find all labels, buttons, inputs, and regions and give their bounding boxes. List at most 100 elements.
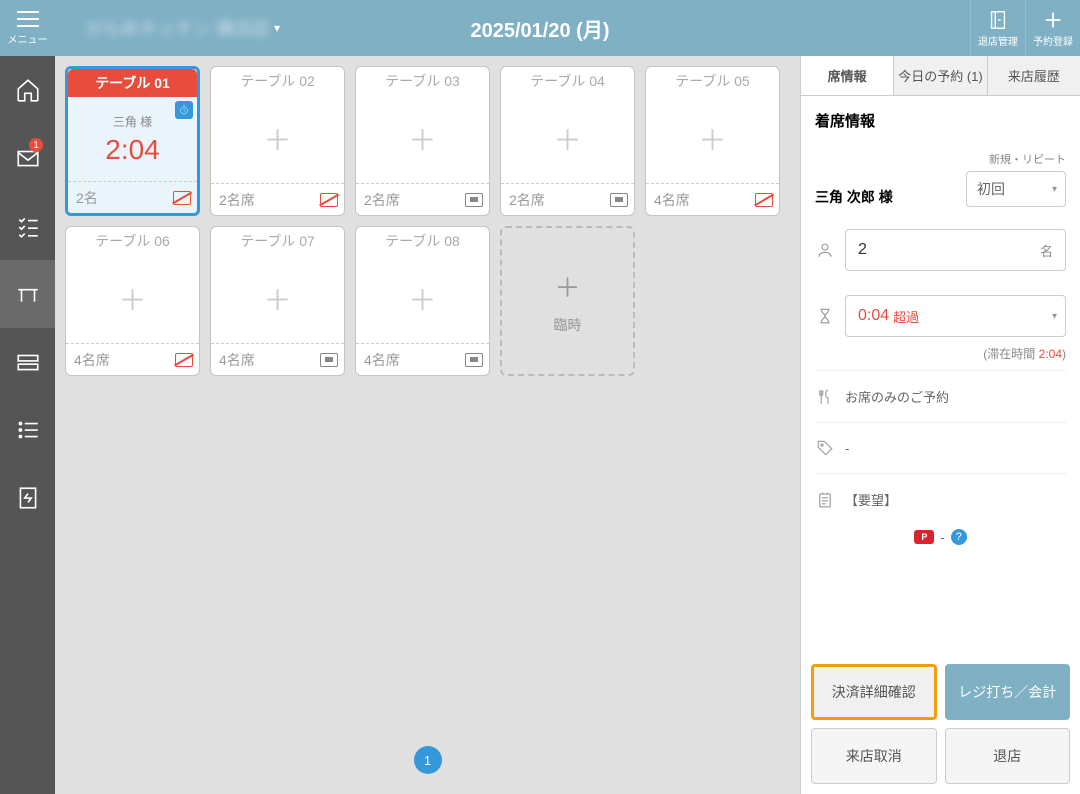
table-card[interactable]: テーブル 07＋4名席 — [210, 226, 345, 376]
table-card[interactable]: テーブル 08 ＋ 4名席 — [355, 226, 490, 376]
table-card[interactable]: テーブル 06＋4名席 — [65, 226, 200, 376]
right-panel: 席情報 今日の予約 (1) 来店履歴 着席情報 新規・リピート 三角 次郎 様 … — [800, 56, 1080, 794]
list-icon — [15, 417, 41, 443]
main-area: 1 テーブル 01三角 様2:042名テーブル 02＋2名席テーブル 03＋2名… — [0, 56, 1080, 794]
over-label: 超過 — [893, 307, 919, 326]
timer-icon — [175, 101, 193, 119]
table-body: ＋ — [356, 255, 489, 343]
home-icon — [15, 77, 41, 103]
request-row: 【要望】 — [815, 478, 1066, 521]
stay-time-text: (滞在時間 2:04) — [815, 345, 1066, 362]
points-row: P - ? — [815, 521, 1066, 553]
party-size-input[interactable]: 2 名 — [845, 229, 1066, 271]
cancel-visit-button[interactable]: 来店取消 — [811, 728, 937, 784]
add-reservation-button[interactable]: 予約登録 — [1025, 0, 1080, 56]
table-footer: 2名 — [68, 181, 197, 213]
exit-management-button[interactable]: 退店管理 — [970, 0, 1025, 56]
plus-icon: ＋ — [263, 119, 291, 159]
divider — [815, 473, 1066, 474]
sidebar-checklist[interactable] — [0, 192, 55, 260]
table-name: テーブル 02 — [211, 67, 344, 95]
table-name: テーブル 08 — [356, 227, 489, 255]
table-footer: 2名席 — [501, 183, 634, 215]
table-time: 2:04 — [105, 134, 160, 166]
person-icon — [815, 241, 835, 259]
table-footer: 4名席 — [66, 343, 199, 375]
panel-title: 着席情報 — [815, 110, 1066, 131]
tab-visit-history[interactable]: 来店履歴 — [988, 56, 1080, 95]
sidebar-home[interactable] — [0, 56, 55, 124]
tab-seat-info[interactable]: 席情報 — [801, 56, 894, 95]
register-checkout-button[interactable]: レジ打ち／会計 — [945, 664, 1071, 720]
table-card[interactable]: テーブル 04 ＋ 2名席 — [500, 66, 635, 216]
elapsed-time-value: 0:04 — [858, 307, 889, 325]
table-card[interactable]: テーブル 05＋4名席 — [645, 66, 780, 216]
exit-mgmt-label: 退店管理 — [978, 33, 1018, 48]
elapsed-time-select[interactable]: 0:04 超過 — [845, 295, 1066, 337]
tag-icon — [815, 439, 835, 457]
top-header: メニュー かもめキッチン 横浜店 ▾ 2025/01/20 (月) 退店管理 予… — [0, 0, 1080, 56]
table-footer: 4名席 — [211, 343, 344, 375]
table-name: テーブル 06 — [66, 227, 199, 255]
temp-label: 臨時 — [554, 315, 582, 335]
customer-name: 三角 次郎 様 — [815, 187, 893, 207]
repeat-select[interactable]: 初回 — [966, 171, 1066, 207]
status-icon — [465, 353, 483, 367]
table-body: 三角 様 2:04 — [68, 97, 197, 181]
table-body: ＋ — [646, 95, 779, 183]
table-body: ＋ — [211, 95, 344, 183]
panel-content: 着席情報 新規・リピート 三角 次郎 様 初回 2 名 — [801, 96, 1080, 654]
payment-detail-button[interactable]: 決済詳細確認 — [811, 664, 937, 720]
menu-button[interactable]: メニュー — [0, 0, 55, 56]
sidebar-receipt[interactable] — [0, 464, 55, 532]
plus-icon: ＋ — [408, 279, 436, 319]
status-icon — [173, 191, 191, 205]
exit-store-button[interactable]: 退店 — [945, 728, 1071, 784]
tab-today-reservations[interactable]: 今日の予約 (1) — [894, 56, 987, 95]
request-label: 【要望】 — [845, 490, 897, 509]
table-body: ＋ — [356, 95, 489, 183]
status-icon — [320, 353, 338, 367]
seat-only-row: お席のみのご予約 — [815, 375, 1066, 418]
status-icon — [610, 193, 628, 207]
menu-label: メニュー — [8, 31, 48, 46]
mail-badge: 1 — [29, 138, 43, 152]
table-name: テーブル 03 — [356, 67, 489, 95]
sidebar-payment[interactable] — [0, 328, 55, 396]
status-icon — [465, 193, 483, 207]
card-icon — [15, 349, 41, 375]
temp-table-card[interactable]: ＋臨時 — [500, 226, 635, 376]
help-icon[interactable]: ? — [951, 529, 967, 545]
guest-name: 三角 様 — [113, 113, 152, 130]
table-body: ＋ — [211, 255, 344, 343]
table-card[interactable]: テーブル 02＋2名席 — [210, 66, 345, 216]
repeat-label: 新規・リピート — [815, 151, 1066, 167]
page-indicator[interactable]: 1 — [414, 746, 442, 774]
hourglass-icon — [815, 307, 835, 325]
table-card[interactable]: テーブル 03 ＋ 2名席 — [355, 66, 490, 216]
table-card[interactable]: テーブル 01三角 様2:042名 — [65, 66, 200, 216]
sidebar-mail[interactable]: 1 — [0, 124, 55, 192]
sidebar-tables[interactable] — [0, 260, 55, 328]
status-icon — [175, 353, 193, 367]
points-dash: - — [940, 530, 944, 545]
door-icon — [987, 9, 1009, 31]
plus-icon: ＋ — [408, 119, 436, 159]
plus-icon: ＋ — [553, 119, 581, 159]
table-body: ＋ — [66, 255, 199, 343]
receipt-icon — [15, 485, 41, 511]
customer-section: 新規・リピート 三角 次郎 様 初回 — [815, 151, 1066, 207]
party-size-row: 2 名 — [815, 217, 1066, 283]
table-name: テーブル 04 — [501, 67, 634, 95]
tag-row: - — [815, 427, 1066, 469]
table-footer: 2名席 — [356, 183, 489, 215]
table-body: ＋ — [501, 95, 634, 183]
sidebar-list[interactable] — [0, 396, 55, 464]
store-caret-icon: ▾ — [274, 21, 280, 35]
status-icon — [320, 193, 338, 207]
table-footer: 4名席 — [356, 343, 489, 375]
tag-value: - — [845, 441, 849, 456]
divider — [815, 370, 1066, 371]
plus-icon: ＋ — [698, 119, 726, 159]
store-name[interactable]: かもめキッチン 横浜店 — [85, 15, 270, 41]
